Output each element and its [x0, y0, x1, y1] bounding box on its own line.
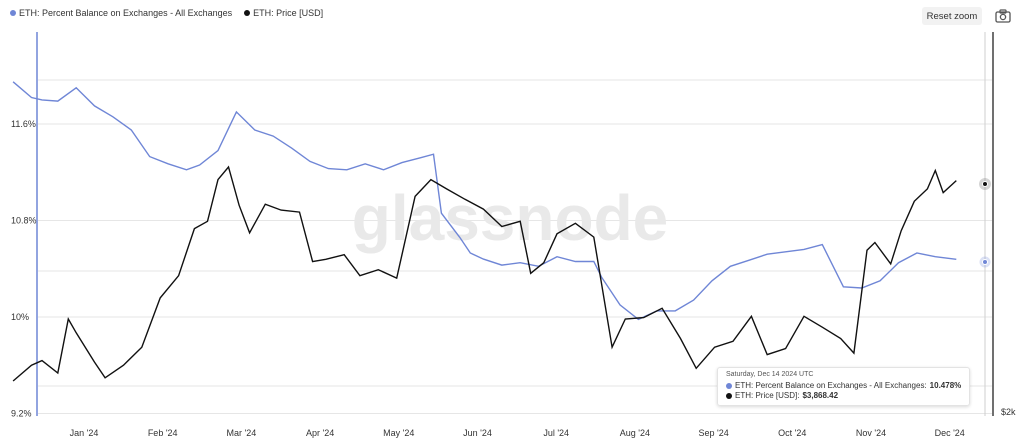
x-tick-label: May '24 — [383, 428, 414, 438]
y-tick-label: 11.6% — [11, 119, 36, 129]
x-tick-label: Jan '24 — [70, 428, 99, 438]
legend-item-price[interactable]: ETH: Price [USD] — [244, 8, 323, 18]
tooltip-dot-balance — [726, 382, 732, 389]
y-tick-label: 10.8% — [11, 215, 37, 225]
hover-marker-balance — [979, 256, 991, 268]
watermark: glassnode — [352, 182, 669, 254]
gridlines — [38, 79, 992, 414]
legend-item-balance[interactable]: ETH: Percent Balance on Exchanges - All … — [10, 8, 232, 18]
series-line-price — [12, 165, 957, 382]
hover-marker-price — [979, 178, 991, 190]
legend-dot-balance — [10, 10, 16, 16]
x-tick-label: Oct '24 — [778, 428, 806, 438]
tooltip-price-value: $3,868.42 — [802, 391, 839, 400]
tooltip-row-price: ETH: Price [USD]: $3,868.42 — [726, 391, 838, 400]
x-tick-label: Aug '24 — [620, 428, 650, 438]
x-tick-label: Feb '24 — [148, 428, 178, 438]
y-axis-right-tick: $2k — [1001, 407, 1016, 417]
x-axis-labels: Jan '24 Feb '24 Mar '24 Apr '24 May '24 Jun '… — [70, 428, 965, 438]
series-line-balance — [12, 81, 957, 321]
tooltip-balance-label: ETH: Percent Balance on Exchanges - All … — [735, 381, 927, 390]
y-tick-label: 10% — [11, 312, 29, 322]
tooltip-balance-value: 10.478% — [929, 381, 962, 390]
x-tick-label: Jul '24 — [543, 428, 569, 438]
x-tick-label: Dec '24 — [935, 428, 965, 438]
tooltip-date: Saturday, Dec 14 2024 UTC — [726, 371, 814, 378]
tooltip-dot-price — [726, 392, 732, 399]
legend-label-price: ETH: Price [USD] — [253, 8, 324, 18]
tooltip-row-balance: ETH: Percent Balance on Exchanges - All … — [726, 381, 961, 390]
x-tick-label: Sep '24 — [698, 428, 728, 438]
x-tick-label: Jun '24 — [463, 428, 492, 438]
camera-icon[interactable] — [994, 8, 1012, 24]
tooltip-price-label: ETH: Price [USD]: — [735, 391, 800, 400]
reset-zoom-button[interactable]: Reset zoom — [922, 7, 982, 25]
legend-label-balance: ETH: Percent Balance on Exchanges - All … — [19, 8, 233, 18]
x-tick-label: Nov '24 — [856, 428, 886, 438]
y-axis-left-labels: 11.6% 10.8% 10% 9.2% — [11, 119, 37, 418]
x-tick-label: Apr '24 — [306, 428, 334, 438]
tooltip: Saturday, Dec 14 2024 UTC ETH: Percent B… — [717, 367, 970, 406]
legend-dot-price — [244, 10, 251, 16]
x-tick-label: Mar '24 — [227, 428, 257, 438]
y-tick-label: 9.2% — [11, 408, 32, 418]
legend: ETH: Percent Balance on Exchanges - All … — [10, 6, 323, 20]
